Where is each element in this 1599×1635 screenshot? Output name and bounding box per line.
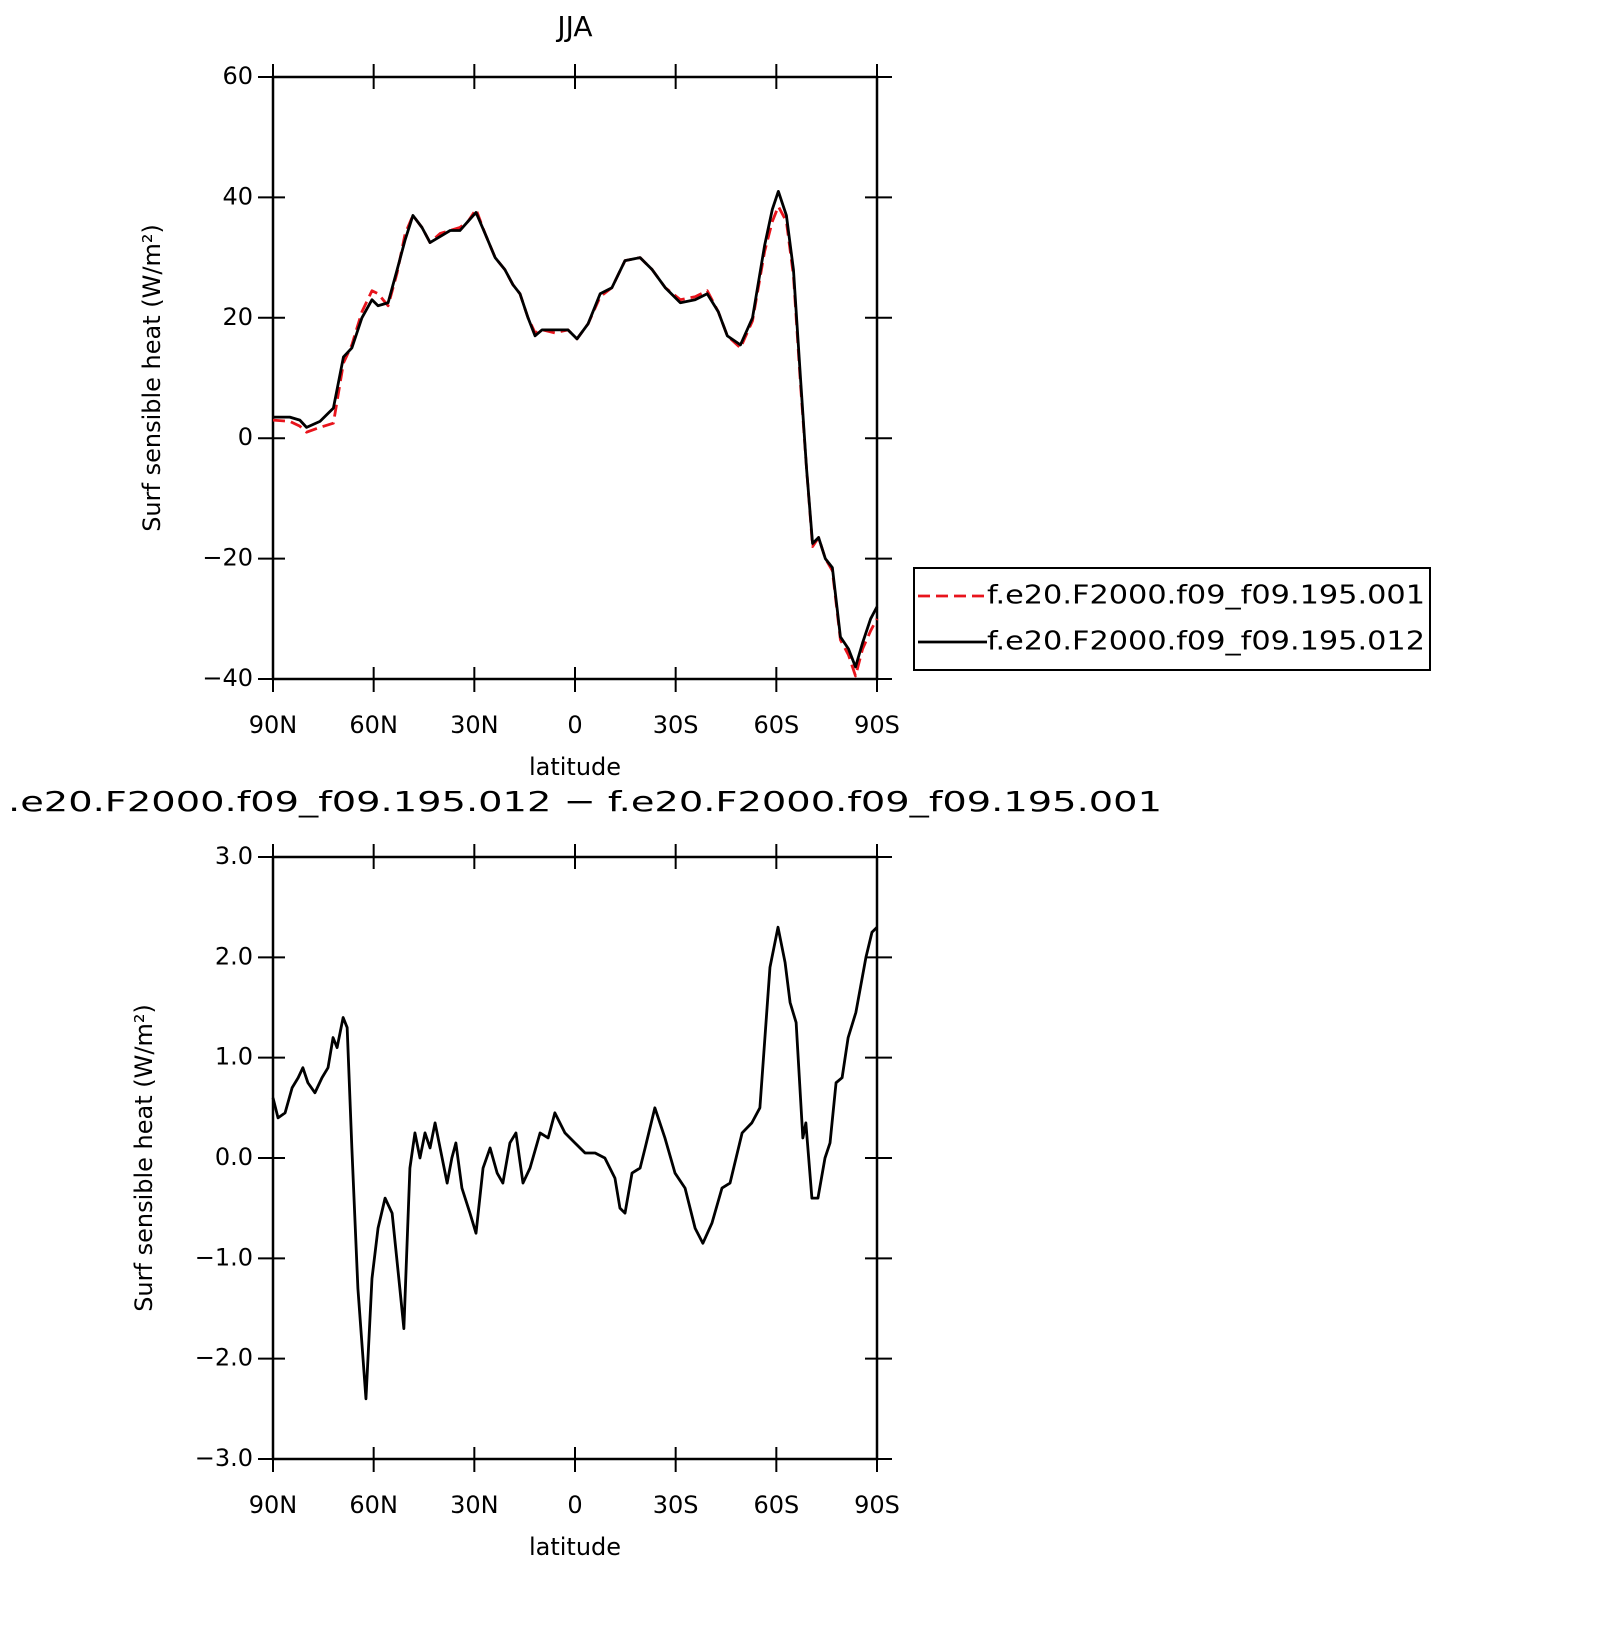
y-tick-label: 1.0 [215, 1043, 253, 1071]
x-tick-label: 60S [753, 1491, 799, 1519]
y-tick-label: −2.0 [195, 1344, 253, 1372]
plot-frame [271, 855, 879, 1461]
data-line [272, 205, 879, 678]
x-tick-label: 30N [450, 711, 499, 739]
y-tick-label: 40 [222, 182, 253, 210]
y-tick-label: 20 [222, 303, 253, 331]
x-axis-label: latitude [529, 1533, 621, 1561]
data-line [271, 925, 878, 1401]
x-tick-label: 0 [567, 711, 582, 739]
legend-label: f.e20.F2000.f09_f09.195.001 [987, 581, 1425, 611]
y-tick-label: 60 [222, 62, 253, 90]
legend-label: f.e20.F2000.f09_f09.195.012 [987, 627, 1425, 657]
legend-box [913, 567, 1431, 671]
y-tick-label: 2.0 [215, 942, 253, 970]
x-tick-label: 0 [567, 1491, 582, 1519]
x-tick-label: 60N [349, 711, 398, 739]
y-tick-label: −20 [202, 544, 253, 572]
x-tick-label: 90S [854, 1491, 900, 1519]
chart-title: JJA [555, 10, 592, 43]
y-axis-label: Surf sensible heat (W/m²) [138, 224, 166, 532]
y-tick-label: −1.0 [195, 1243, 253, 1271]
x-tick-label: 30S [653, 711, 699, 739]
chart-title: .e20.F2000.f09_f09.195.012 − f.e20.F2000… [8, 785, 1162, 818]
data-line [273, 189, 879, 669]
x-tick-label: 90S [854, 711, 900, 739]
x-tick-label: 60S [753, 711, 799, 739]
y-tick-label: −3.0 [195, 1444, 253, 1472]
y-tick-label: 0 [238, 423, 253, 451]
x-tick-label: 90N [249, 1491, 298, 1519]
x-axis-label: latitude [529, 753, 621, 781]
y-axis-label: Surf sensible heat (W/m²) [130, 1004, 158, 1312]
plot-frame [271, 75, 879, 681]
x-tick-label: 30S [653, 1491, 699, 1519]
x-tick-label: 90N [249, 711, 298, 739]
x-tick-label: 60N [349, 1491, 398, 1519]
y-tick-label: 0.0 [215, 1143, 253, 1171]
y-tick-label: −40 [202, 664, 253, 692]
y-tick-label: 3.0 [215, 842, 253, 870]
x-tick-label: 30N [450, 1491, 499, 1519]
